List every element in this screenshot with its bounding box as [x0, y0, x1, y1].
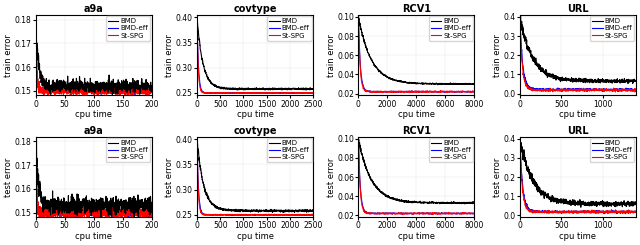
Title: covtype: covtype: [233, 4, 276, 14]
Legend: BMD, BMD-eff, St-SPG: BMD, BMD-eff, St-SPG: [106, 138, 150, 162]
X-axis label: cpu time: cpu time: [75, 232, 112, 241]
Y-axis label: test error: test error: [493, 157, 502, 197]
X-axis label: cpu time: cpu time: [398, 110, 435, 119]
X-axis label: cpu time: cpu time: [398, 232, 435, 241]
Y-axis label: test error: test error: [327, 157, 336, 197]
Title: URL: URL: [567, 126, 589, 136]
Title: a9a: a9a: [84, 4, 104, 14]
Title: RCV1: RCV1: [402, 126, 431, 136]
Y-axis label: train error: train error: [493, 34, 502, 77]
Legend: BMD, BMD-eff, St-SPG: BMD, BMD-eff, St-SPG: [268, 16, 312, 41]
X-axis label: cpu time: cpu time: [237, 232, 273, 241]
Y-axis label: test error: test error: [4, 157, 13, 197]
X-axis label: cpu time: cpu time: [237, 110, 273, 119]
X-axis label: cpu time: cpu time: [75, 110, 112, 119]
X-axis label: cpu time: cpu time: [559, 110, 596, 119]
Title: a9a: a9a: [84, 126, 104, 136]
Legend: BMD, BMD-eff, St-SPG: BMD, BMD-eff, St-SPG: [590, 16, 634, 41]
Title: covtype: covtype: [233, 126, 276, 136]
Y-axis label: test error: test error: [166, 157, 175, 197]
Y-axis label: train error: train error: [4, 34, 13, 77]
Legend: BMD, BMD-eff, St-SPG: BMD, BMD-eff, St-SPG: [429, 16, 473, 41]
Title: RCV1: RCV1: [402, 4, 431, 14]
Title: URL: URL: [567, 4, 589, 14]
Legend: BMD, BMD-eff, St-SPG: BMD, BMD-eff, St-SPG: [429, 138, 473, 162]
Y-axis label: train error: train error: [327, 34, 336, 77]
Legend: BMD, BMD-eff, St-SPG: BMD, BMD-eff, St-SPG: [268, 138, 312, 162]
X-axis label: cpu time: cpu time: [559, 232, 596, 241]
Legend: BMD, BMD-eff, St-SPG: BMD, BMD-eff, St-SPG: [590, 138, 634, 162]
Y-axis label: train error: train error: [166, 34, 175, 77]
Legend: BMD, BMD-eff, St-SPG: BMD, BMD-eff, St-SPG: [106, 16, 150, 41]
